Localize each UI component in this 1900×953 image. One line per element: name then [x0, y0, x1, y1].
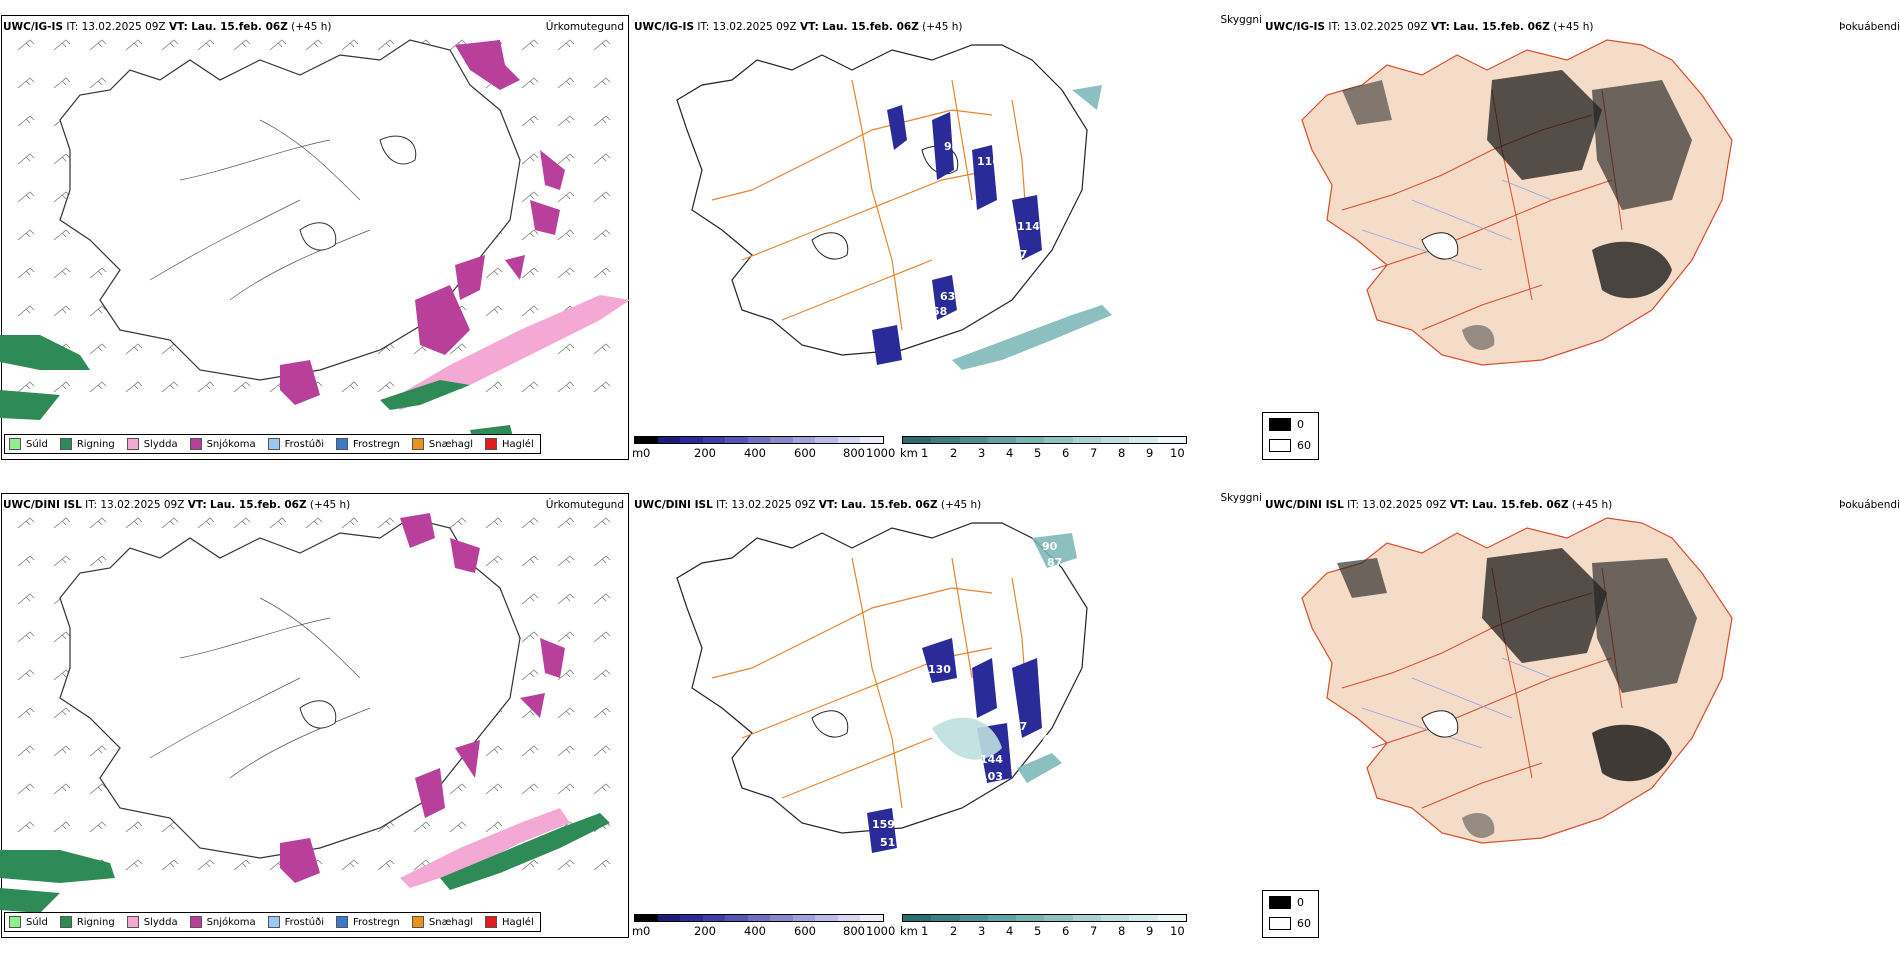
svg-text:103: 103: [980, 770, 1003, 783]
svg-text:94: 94: [944, 140, 960, 153]
legend-item-snow: Snjókoma: [189, 438, 256, 450]
precip-map: [0, 513, 611, 913]
fog-legend: 0 60: [1262, 412, 1319, 460]
legend-item-rain: Rigning: [59, 916, 115, 928]
panel-title: Úrkomutegund: [545, 499, 624, 511]
iceland-outline: [676, 44, 1088, 356]
legend-swatch: [59, 916, 72, 928]
panel-header: UWC/DINI ISL IT: 13.02.2025 09Z VT: Lau.…: [3, 499, 351, 511]
legend-item-freezing-drizzle: Frostúði: [267, 916, 324, 928]
visibility-values: 130 144 103 159 51 87 174 90 87: [872, 540, 1062, 849]
legend-swatch: [9, 916, 21, 928]
precip-type-legend: Súld Rigning Slydda Snjókoma Frostúði Fr…: [4, 912, 541, 932]
fog-map: [1301, 39, 1733, 366]
panel-header: UWC/DINI ISL IT: 13.02.2025 09Z VT: Lau.…: [1265, 499, 1613, 511]
iceland-outline: [59, 39, 521, 381]
legend-swatch: [267, 916, 280, 928]
legend-item-hail: Haglél: [485, 438, 534, 450]
panel-header: UWC/IG-IS IT: 13.02.2025 09Z VT: Lau. 15…: [634, 21, 963, 33]
altitude-colorbar-bar: [634, 914, 884, 922]
precip-type-legend: Súld Rigning Slydda Snjókoma Frostúði Fr…: [4, 434, 541, 454]
legend-swatch: [485, 916, 498, 928]
legend-swatch: [126, 438, 139, 450]
forecast-row-ig-is: UWC/IG-IS IT: 13.02.2025 09Z VT: Lau. 15…: [0, 0, 1900, 475]
fog-index-panel: UWC/IG-IS IT: 13.02.2025 09Z VT: Lau. 15…: [1262, 0, 1900, 475]
svg-text:174: 174: [1027, 733, 1050, 746]
legend-swatch: [485, 438, 498, 450]
visibility-panel: UWC/DINI ISL IT: 13.02.2025 09Z VT: Lau.…: [632, 478, 1262, 953]
precip-map: [0, 39, 630, 448]
legend-item-hail: Haglél: [485, 916, 534, 928]
svg-text:27: 27: [1012, 248, 1027, 261]
panel-header: UWC/IG-IS IT: 13.02.2025 09Z VT: Lau. 15…: [1265, 21, 1594, 33]
precip-type-panel: UWC/IG-IS IT: 13.02.2025 09Z VT: Lau. 15…: [0, 0, 632, 475]
svg-text:116: 116: [977, 155, 1000, 168]
legend-item-sleet: Slydda: [126, 438, 178, 450]
legend-item-freezing-rain: Frostregn: [336, 438, 400, 450]
visibility-colorbar-bar: [902, 436, 1187, 444]
fog-legend-swatch-light: [1269, 917, 1291, 930]
visibility-unit: km: [900, 446, 918, 460]
altitude-unit: m: [632, 446, 644, 460]
svg-text:130: 130: [967, 235, 990, 248]
panel-title: Skyggni: [1220, 14, 1263, 26]
legend-swatch: [336, 916, 348, 928]
panel-title: Þokuábendi: [1839, 21, 1900, 33]
svg-text:51: 51: [880, 836, 895, 849]
visibility-unit: km: [900, 924, 918, 938]
fog-legend-swatch-dark: [1269, 418, 1291, 431]
legend-item-snow-pellets: Snæhagl: [411, 916, 473, 928]
svg-text:58: 58: [932, 305, 947, 318]
visibility-map: 130 144 103 159 51 87 174 90 87: [676, 522, 1088, 853]
precip-type-panel: UWC/DINI ISL IT: 13.02.2025 09Z VT: Lau.…: [0, 478, 632, 953]
altitude-unit: m: [632, 924, 644, 938]
svg-text:96: 96: [1040, 195, 1056, 208]
legend-swatch: [411, 916, 424, 928]
svg-text:90: 90: [1042, 540, 1058, 553]
fog-map: [1301, 517, 1733, 844]
legend-item-rain: Rigning: [59, 438, 115, 450]
legend-item-sleet: Slydda: [126, 916, 178, 928]
legend-item-drizzle: Súld: [9, 916, 48, 928]
svg-text:114: 114: [1017, 220, 1040, 233]
legend-item-freezing-drizzle: Frostúði: [267, 438, 324, 450]
legend-item-snow-pellets: Snæhagl: [411, 438, 473, 450]
legend-item-freezing-rain: Frostregn: [336, 916, 400, 928]
legend-swatch: [267, 438, 280, 450]
svg-text:130: 130: [928, 663, 951, 676]
legend-swatch: [9, 438, 21, 450]
legend-item-snow: Snjókoma: [189, 916, 256, 928]
legend-swatch: [126, 916, 139, 928]
svg-text:87: 87: [1012, 720, 1027, 733]
legend-swatch: [189, 916, 202, 928]
svg-text:87: 87: [1047, 556, 1062, 569]
panel-frame: [1, 15, 629, 460]
panel-frame: [1, 493, 629, 938]
legend-swatch: [411, 438, 424, 450]
legend-swatch: [336, 438, 348, 450]
visibility-values: 94 114 130 63 58 96 116 27: [932, 140, 1056, 318]
fog-index-panel: UWC/DINI ISL IT: 13.02.2025 09Z VT: Lau.…: [1262, 478, 1900, 953]
svg-text:144: 144: [980, 753, 1003, 766]
svg-text:159: 159: [872, 818, 895, 831]
panel-title: Úrkomutegund: [545, 21, 624, 33]
iceland-outline: [59, 517, 521, 859]
legend-item-drizzle: Súld: [9, 438, 48, 450]
svg-text:63: 63: [940, 290, 955, 303]
panel-header: UWC/DINI ISL IT: 13.02.2025 09Z VT: Lau.…: [634, 499, 982, 511]
visibility-colorbar-bar: [902, 914, 1187, 922]
legend-swatch: [59, 438, 72, 450]
panel-title: Skyggni: [1220, 492, 1263, 504]
visibility-map: 94 114 130 63 58 96 116 27: [676, 44, 1112, 370]
fog-legend-swatch-light: [1269, 439, 1291, 452]
legend-swatch: [189, 438, 202, 450]
panel-header: UWC/IG-IS IT: 13.02.2025 09Z VT: Lau. 15…: [3, 21, 332, 33]
altitude-colorbar-bar: [634, 436, 884, 444]
fog-legend: 0 60: [1262, 890, 1319, 938]
visibility-panel: UWC/IG-IS IT: 13.02.2025 09Z VT: Lau. 15…: [632, 0, 1262, 475]
panel-title: Þokuábendi: [1839, 499, 1900, 511]
fog-legend-swatch-dark: [1269, 896, 1291, 909]
forecast-row-dini-isl: UWC/DINI ISL IT: 13.02.2025 09Z VT: Lau.…: [0, 478, 1900, 953]
